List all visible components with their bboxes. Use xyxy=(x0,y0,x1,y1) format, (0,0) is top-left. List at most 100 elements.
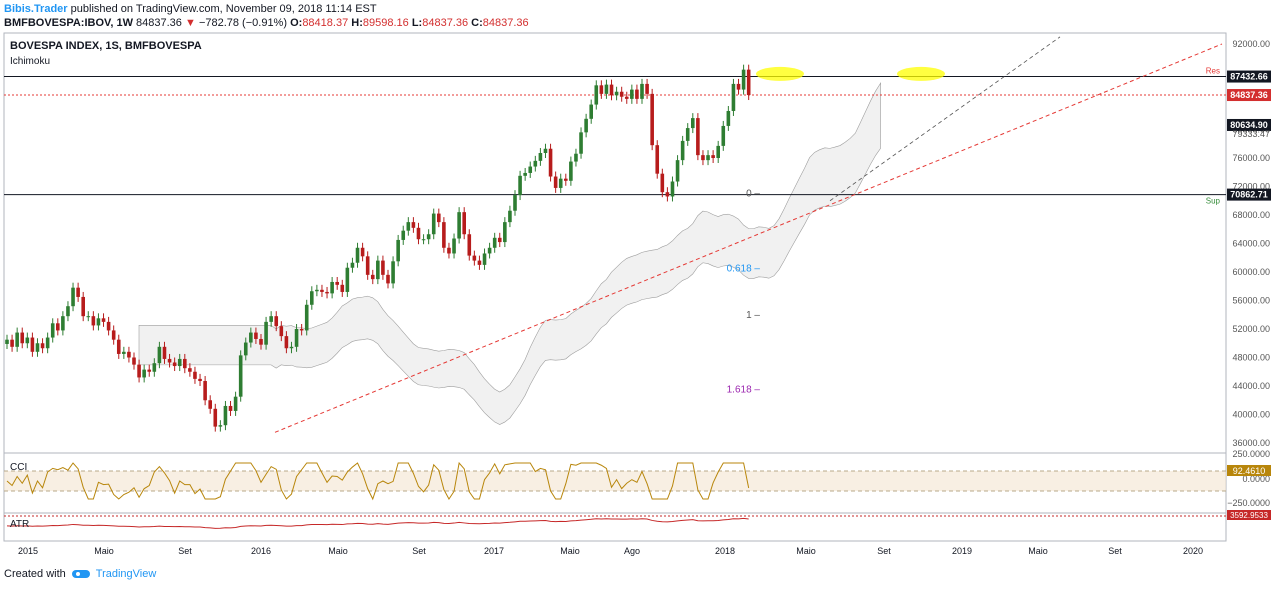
candle-body xyxy=(386,274,390,284)
cci-tick-label: 250.0000 xyxy=(1232,449,1270,459)
candle-body xyxy=(584,118,588,133)
candle-body xyxy=(111,330,116,340)
x-tick-label: Ago xyxy=(624,546,640,556)
candle-body xyxy=(660,173,665,193)
candle-body xyxy=(614,91,619,96)
support-label: Sup xyxy=(1206,197,1221,206)
candle-body xyxy=(101,318,106,322)
candle-body xyxy=(233,396,238,411)
candle-body xyxy=(299,329,304,331)
candle-body xyxy=(416,227,421,240)
candle-body xyxy=(635,89,639,99)
candle-body xyxy=(746,69,751,96)
candle-body xyxy=(472,255,477,261)
candle-body xyxy=(30,337,35,352)
candle-body xyxy=(279,326,284,337)
y-tick-label: 52000.00 xyxy=(1232,324,1270,334)
candle-body xyxy=(452,238,456,254)
candle-body xyxy=(503,222,507,243)
candle-body xyxy=(381,260,385,275)
candle-body xyxy=(76,287,80,297)
candle-body xyxy=(726,110,731,126)
publish-info: published on TradingView.com, November 0… xyxy=(70,3,377,15)
candle-body xyxy=(665,192,670,197)
candle-body xyxy=(391,261,395,284)
candle-body xyxy=(335,281,339,285)
candle-body xyxy=(249,332,253,343)
x-tick-label: Maio xyxy=(1028,546,1048,556)
candle-body xyxy=(513,195,517,211)
x-tick-label: 2018 xyxy=(715,546,735,556)
x-tick-label: 2016 xyxy=(251,546,271,556)
candle-body xyxy=(315,289,319,292)
candle-body xyxy=(406,222,411,231)
publish-line: Bibis.Trader published on TradingView.co… xyxy=(4,3,377,15)
x-tick-label: Maio xyxy=(796,546,816,556)
resistance-label: Res xyxy=(1206,67,1220,76)
candle-body xyxy=(177,358,182,367)
candle-body xyxy=(284,336,289,349)
candle-body xyxy=(238,355,243,397)
open-label: O: xyxy=(290,17,303,29)
candle-body xyxy=(96,318,101,326)
y-tick-label: 36000.00 xyxy=(1232,438,1270,448)
candle-body xyxy=(142,369,146,378)
candle-body xyxy=(35,343,40,352)
y-tick-label: 48000.00 xyxy=(1232,353,1270,363)
candle-body xyxy=(45,337,50,349)
fib-level-label: 1 – xyxy=(746,310,760,321)
candle-body xyxy=(345,267,350,292)
candle-body xyxy=(731,83,736,111)
candle-body xyxy=(269,316,273,322)
y-tick-label: 64000.00 xyxy=(1232,239,1270,249)
candle-body xyxy=(706,155,710,161)
candle-body xyxy=(457,212,461,239)
candle-body xyxy=(624,96,629,99)
candle-body xyxy=(558,178,563,188)
candle-body xyxy=(355,247,360,263)
author-name[interactable]: Bibis.Trader xyxy=(4,3,68,15)
candle-body xyxy=(5,339,9,344)
candle-body xyxy=(167,358,172,363)
candle-body xyxy=(61,316,65,331)
candle-body xyxy=(564,178,568,181)
candle-body xyxy=(116,339,121,354)
candle-body xyxy=(437,213,441,223)
fib-level-label: 0 – xyxy=(746,189,760,200)
candle-body xyxy=(680,140,685,161)
candle-body xyxy=(685,128,690,141)
y-tick-label: 76000.00 xyxy=(1232,153,1270,163)
candle-body xyxy=(152,363,157,372)
candle-body xyxy=(553,176,558,188)
candle-body xyxy=(736,83,741,90)
highlight-ellipse xyxy=(897,66,945,81)
candle-body xyxy=(330,281,334,294)
candle-body xyxy=(482,253,487,265)
atr-label: ATR xyxy=(10,519,29,530)
candle-body xyxy=(91,316,96,326)
chart-legend-title: BOVESPA INDEX, 1S, BMFBOVESPA xyxy=(10,40,202,52)
candle-body xyxy=(594,85,599,105)
candle-body xyxy=(264,321,268,345)
x-tick-label: Maio xyxy=(328,546,348,556)
candle-body xyxy=(50,323,55,338)
candle-body xyxy=(15,332,19,347)
x-tick-label: Set xyxy=(412,546,426,556)
price-marker-label: 84837.36 xyxy=(1230,90,1268,100)
candle-body xyxy=(523,172,527,176)
candle-body xyxy=(376,260,380,280)
price-marker-badge xyxy=(1227,89,1271,102)
candle-body xyxy=(228,405,233,411)
tradingview-link[interactable]: TradingView xyxy=(95,568,157,580)
candle-body xyxy=(370,274,375,280)
candle-body xyxy=(198,378,202,382)
candle-body xyxy=(396,239,400,262)
candle-body xyxy=(289,346,294,349)
candle-body xyxy=(66,306,70,317)
candle-body xyxy=(630,89,634,99)
candle-body xyxy=(670,181,675,197)
close-label: C: xyxy=(471,17,483,29)
candle-body xyxy=(579,132,583,154)
x-tick-label: 2019 xyxy=(952,546,972,556)
